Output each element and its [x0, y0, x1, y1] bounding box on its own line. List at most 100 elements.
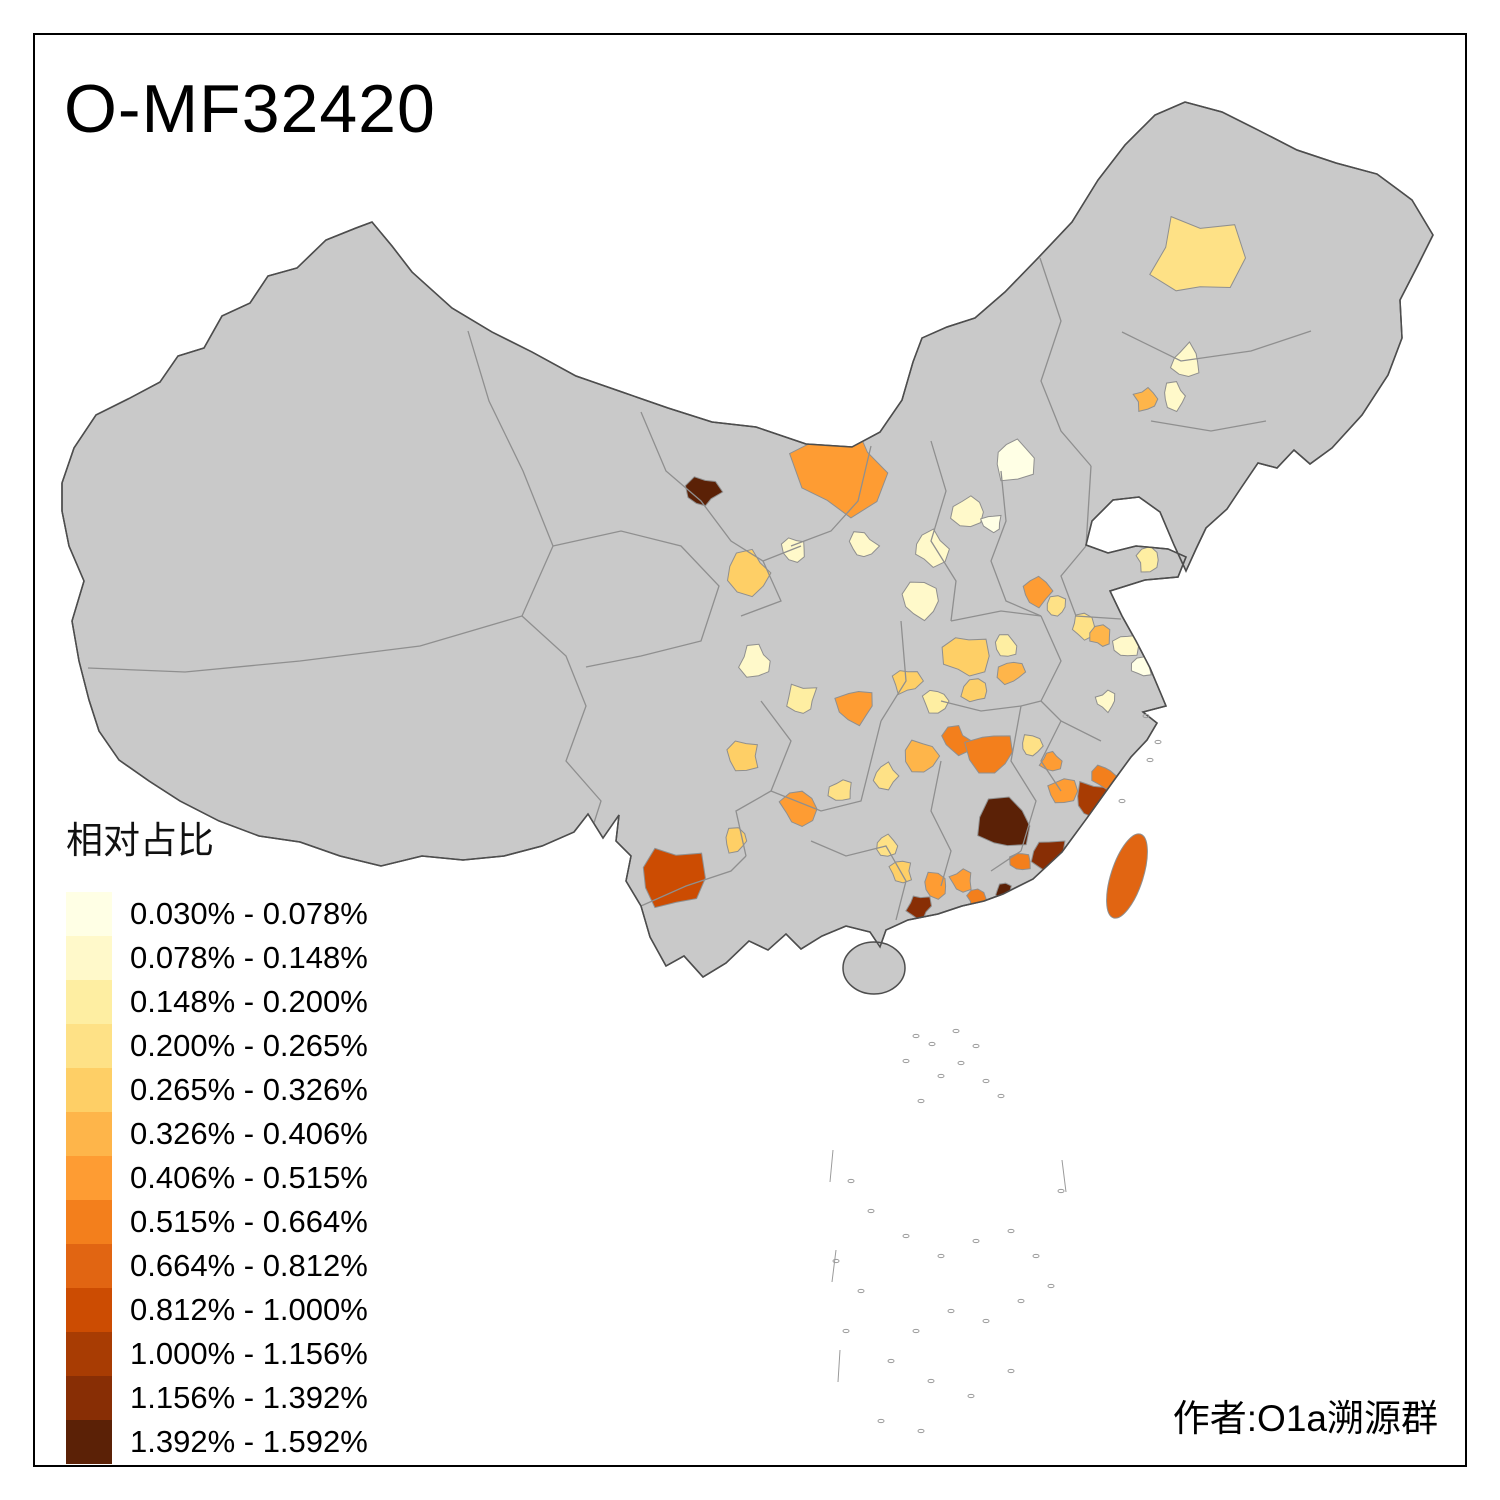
map-region [1022, 575, 1054, 609]
map-region [726, 740, 759, 772]
map-region [872, 761, 900, 791]
islet-mark [1047, 1283, 1055, 1289]
dash-line-mark [1061, 1159, 1067, 1193]
legend-item: 0.515% - 0.664% [66, 1200, 368, 1244]
legend-rows: 0.030% - 0.078% 0.078% - 0.148% 0.148% - 0… [66, 892, 368, 1464]
dash-line-mark [829, 1149, 834, 1183]
islet-mark [1007, 1368, 1015, 1374]
map-region [996, 438, 1035, 482]
map-region [834, 690, 873, 727]
islet-mark [927, 1378, 935, 1384]
map-region [901, 581, 939, 622]
legend-item: 1.392% - 1.592% [66, 1420, 368, 1464]
legend-label: 1.392% - 1.592% [130, 1424, 368, 1459]
islet-mark [912, 1328, 920, 1334]
hainan-island [842, 941, 906, 995]
legend-swatch [66, 1420, 112, 1464]
islet-mark [912, 1033, 920, 1039]
islet-mark [997, 1093, 1005, 1099]
legend-item: 0.265% - 0.326% [66, 1068, 368, 1112]
islet-mark [857, 1288, 865, 1294]
map-region [1071, 612, 1095, 641]
map-region [994, 634, 1018, 657]
map-region [996, 661, 1027, 686]
islet-mark [982, 1318, 990, 1324]
legend-swatch [66, 980, 112, 1024]
legend-item: 0.406% - 0.515% [66, 1156, 368, 1200]
islet-mark [937, 1073, 945, 1079]
islet-mark [982, 1078, 990, 1084]
map-region [778, 790, 818, 828]
legend-label: 0.515% - 0.664% [130, 1204, 368, 1239]
legend-label: 1.000% - 1.156% [130, 1336, 368, 1371]
legend-swatch [66, 1156, 112, 1200]
map-region [738, 643, 771, 678]
legend-label: 0.078% - 0.148% [130, 940, 368, 975]
legend-swatch [66, 936, 112, 980]
map-region [948, 868, 972, 893]
islet-mark [1007, 1228, 1015, 1234]
legend-label: 1.156% - 1.392% [130, 1380, 368, 1415]
legend-label: 0.812% - 1.000% [130, 1292, 368, 1327]
legend-item: 0.148% - 0.200% [66, 980, 368, 1024]
islet-mark [902, 1233, 910, 1239]
islet-mark [1142, 713, 1150, 719]
map-region [1135, 545, 1159, 573]
map-region [977, 796, 1031, 847]
map-region [924, 871, 947, 900]
islet-mark [902, 1058, 910, 1064]
map-region [827, 779, 852, 801]
sea-islands [829, 713, 1162, 1434]
map-region [642, 847, 706, 909]
legend-label: 0.148% - 0.200% [130, 984, 368, 1019]
legend-item: 1.000% - 1.156% [66, 1332, 368, 1376]
map-region [1164, 381, 1186, 413]
map-region [1046, 595, 1067, 617]
islet-mark [1118, 798, 1126, 804]
plot-frame [33, 33, 1467, 1467]
map-region [1149, 215, 1247, 292]
map-region [1009, 853, 1031, 871]
islet-mark [832, 1258, 840, 1264]
legend-item: 0.326% - 0.406% [66, 1112, 368, 1156]
islet-mark [947, 1308, 955, 1314]
map-region [960, 678, 988, 703]
map-region [780, 537, 805, 563]
colored-regions [642, 215, 1247, 923]
islet-mark [1154, 739, 1162, 745]
map-region [1169, 341, 1200, 378]
legend-swatch [66, 1024, 112, 1068]
legend-swatch [66, 1244, 112, 1288]
legend-swatch [66, 892, 112, 936]
legend-swatch [66, 1376, 112, 1420]
islet-mark [1057, 1188, 1065, 1194]
legend-swatch [66, 1068, 112, 1112]
islet-mark [842, 1328, 850, 1334]
dash-line-mark [837, 1349, 841, 1383]
map-region [1022, 734, 1044, 757]
map-region [1106, 833, 1148, 919]
map-region [684, 476, 724, 507]
map-region [1047, 778, 1079, 804]
map-region [848, 531, 881, 558]
taiwan-region-group [1106, 833, 1148, 919]
legend-item: 0.030% - 0.078% [66, 892, 368, 936]
islet-mark [1146, 757, 1154, 763]
legend-item: 0.812% - 1.000% [66, 1288, 368, 1332]
legend-item: 0.078% - 0.148% [66, 936, 368, 980]
legend-item: 0.664% - 0.812% [66, 1244, 368, 1288]
islet-mark [972, 1238, 980, 1244]
islet-mark [928, 1041, 936, 1047]
islet-mark [972, 1043, 980, 1049]
legend-label: 0.200% - 0.265% [130, 1028, 368, 1063]
map-region [941, 637, 990, 677]
map-region [786, 683, 818, 714]
islet-mark [937, 1253, 945, 1259]
legend-swatch [66, 1112, 112, 1156]
dash-line-mark [831, 1249, 837, 1283]
legend-label: 0.406% - 0.515% [130, 1160, 368, 1195]
legend-item: 0.200% - 0.265% [66, 1024, 368, 1068]
islet-mark [1017, 1298, 1025, 1304]
islet-mark [957, 1060, 965, 1066]
islet-mark [1032, 1253, 1040, 1259]
